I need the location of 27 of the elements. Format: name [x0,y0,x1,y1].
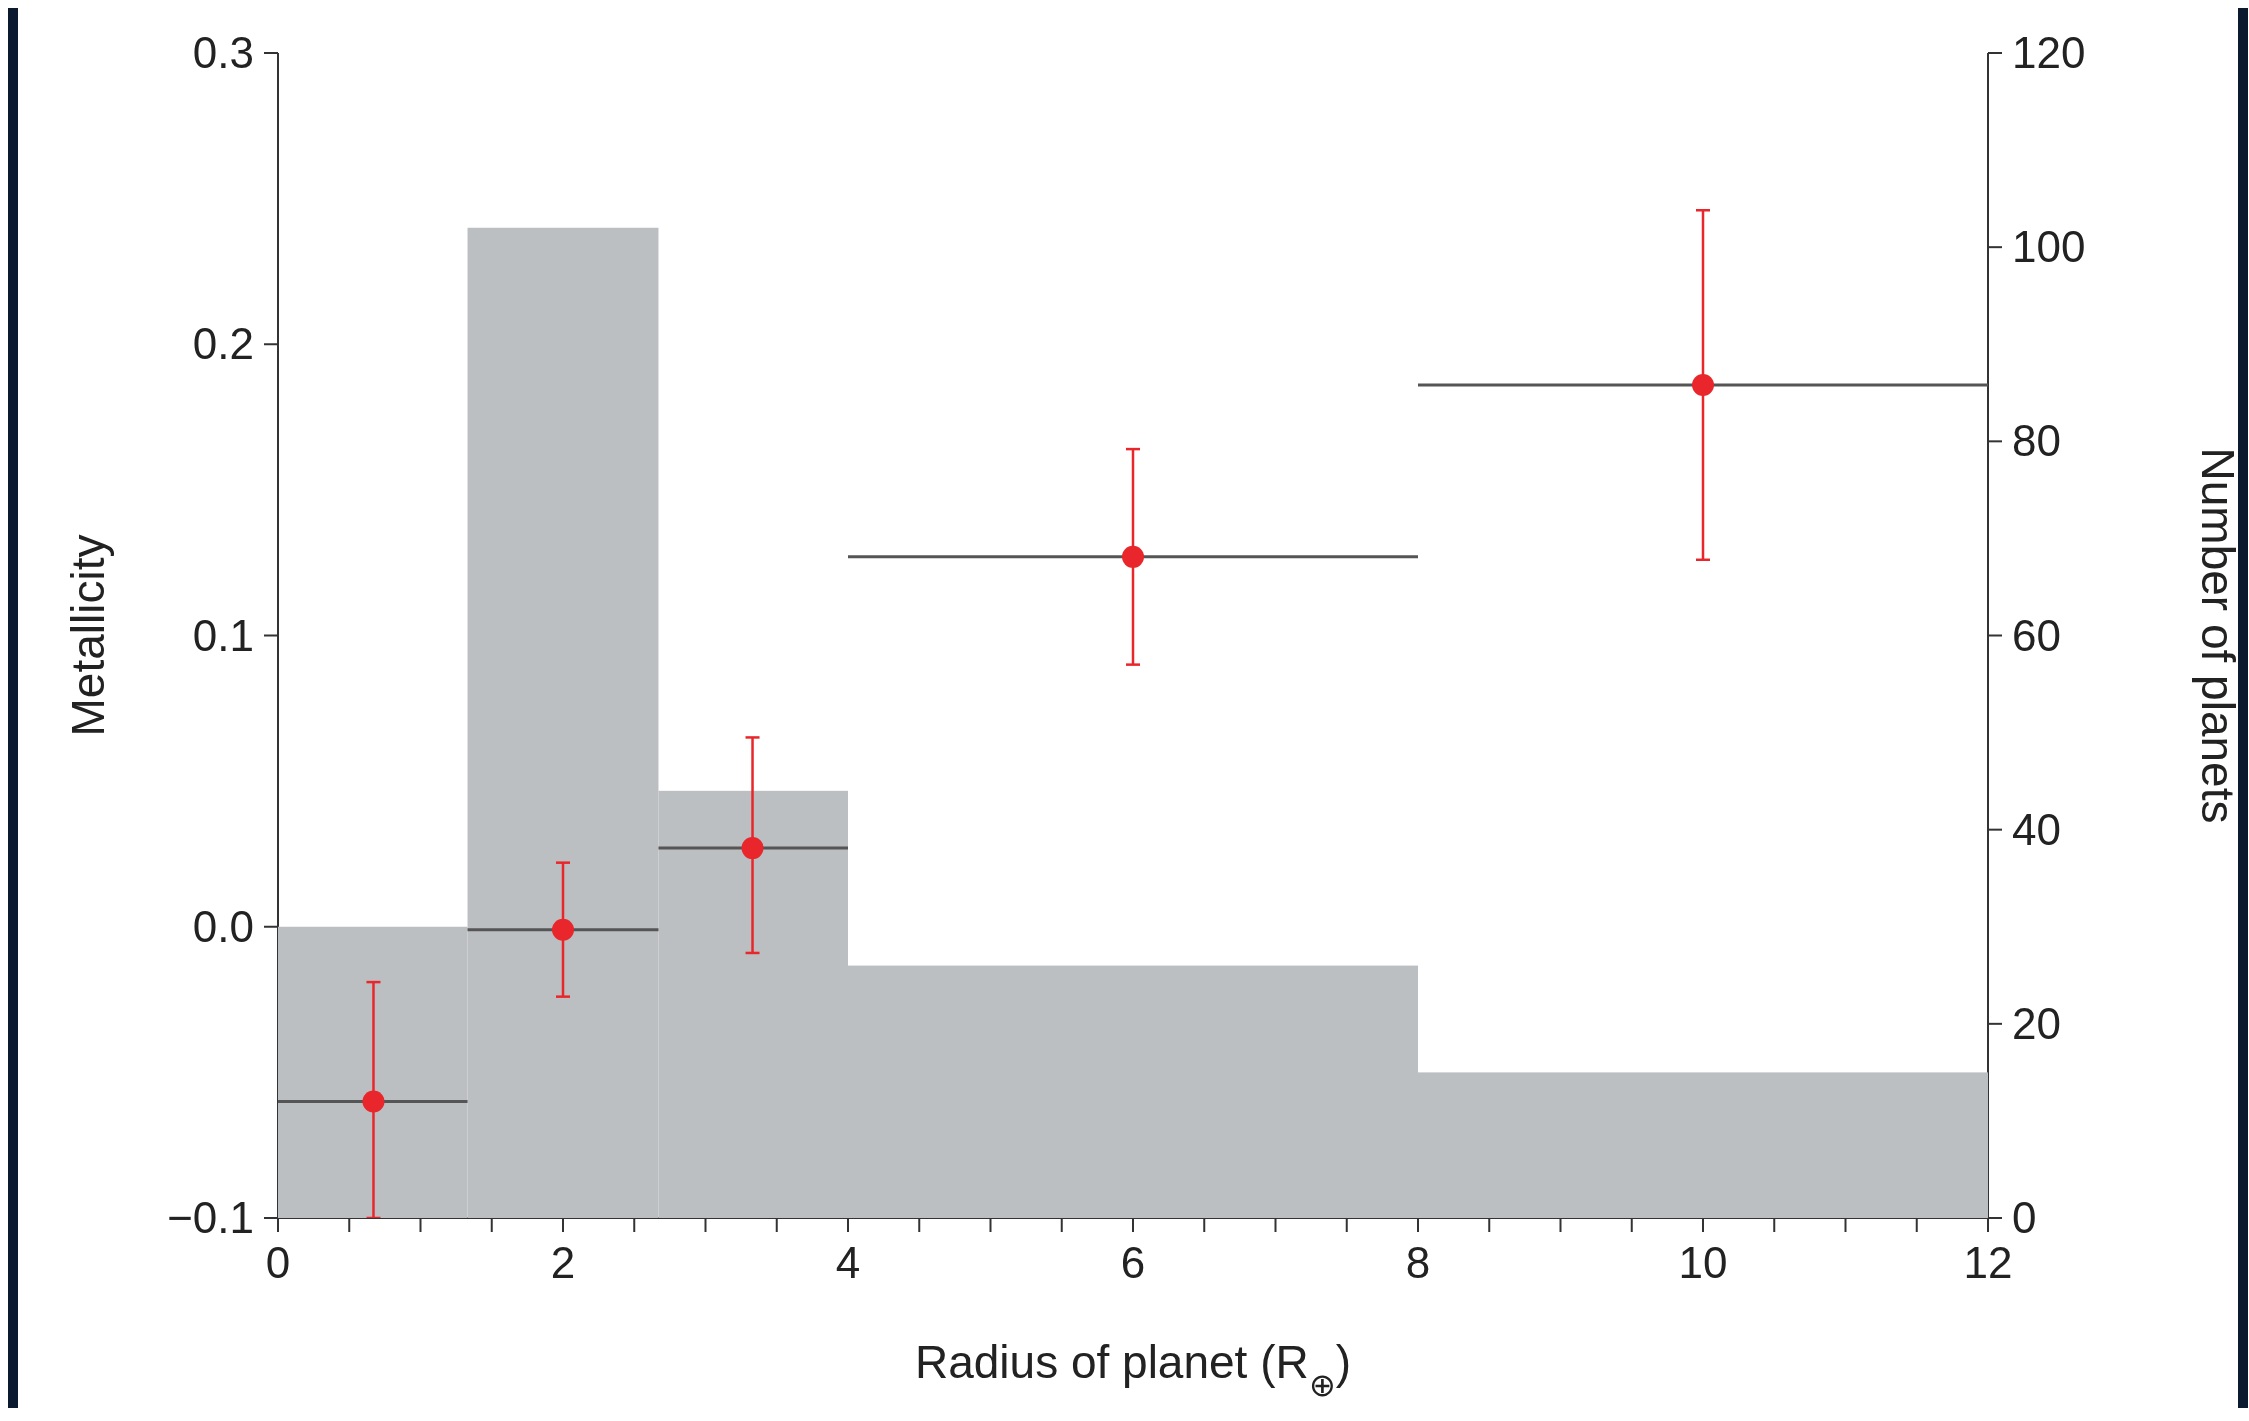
y-tick-label: 0.2 [192,319,254,369]
y2-tick-label: 60 [2012,610,2061,660]
x-axis-title: Radius of planet (R$_{⊕}$) [914,1336,1352,1403]
point [362,1090,385,1113]
point [552,918,574,941]
y-tick-label: 0.0 [192,901,254,951]
y2-tick-label: 120 [2012,28,2086,77]
y-tick-label: 0.1 [192,610,254,660]
x-tick-label: 12 [1963,1238,2013,1287]
y2-tick-label: 100 [2012,222,2086,272]
y2-tick-label: 80 [2012,416,2061,466]
x-tick-label: 0 [265,1238,291,1287]
x-tick-label: 10 [1678,1238,1728,1287]
x-tick-label: 2 [550,1238,576,1287]
y2-tick-label: 40 [2012,804,2061,854]
y-tick-label: 0.3 [192,28,254,77]
x-tick-label: 4 [835,1238,861,1287]
x-tick-label: 6 [1120,1238,1146,1287]
point [1692,374,1714,397]
y2-tick-label: 0 [2012,1193,2037,1242]
x-tick-label: 8 [1405,1238,1431,1287]
y2-tick-label: 20 [2012,998,2061,1048]
point [741,837,764,860]
point [1122,545,1144,568]
y2-axis-title: Number of planets [2191,447,2244,824]
y-axis-title: Metallicity [62,534,115,737]
y-tick-label: −0.1 [167,1193,254,1242]
